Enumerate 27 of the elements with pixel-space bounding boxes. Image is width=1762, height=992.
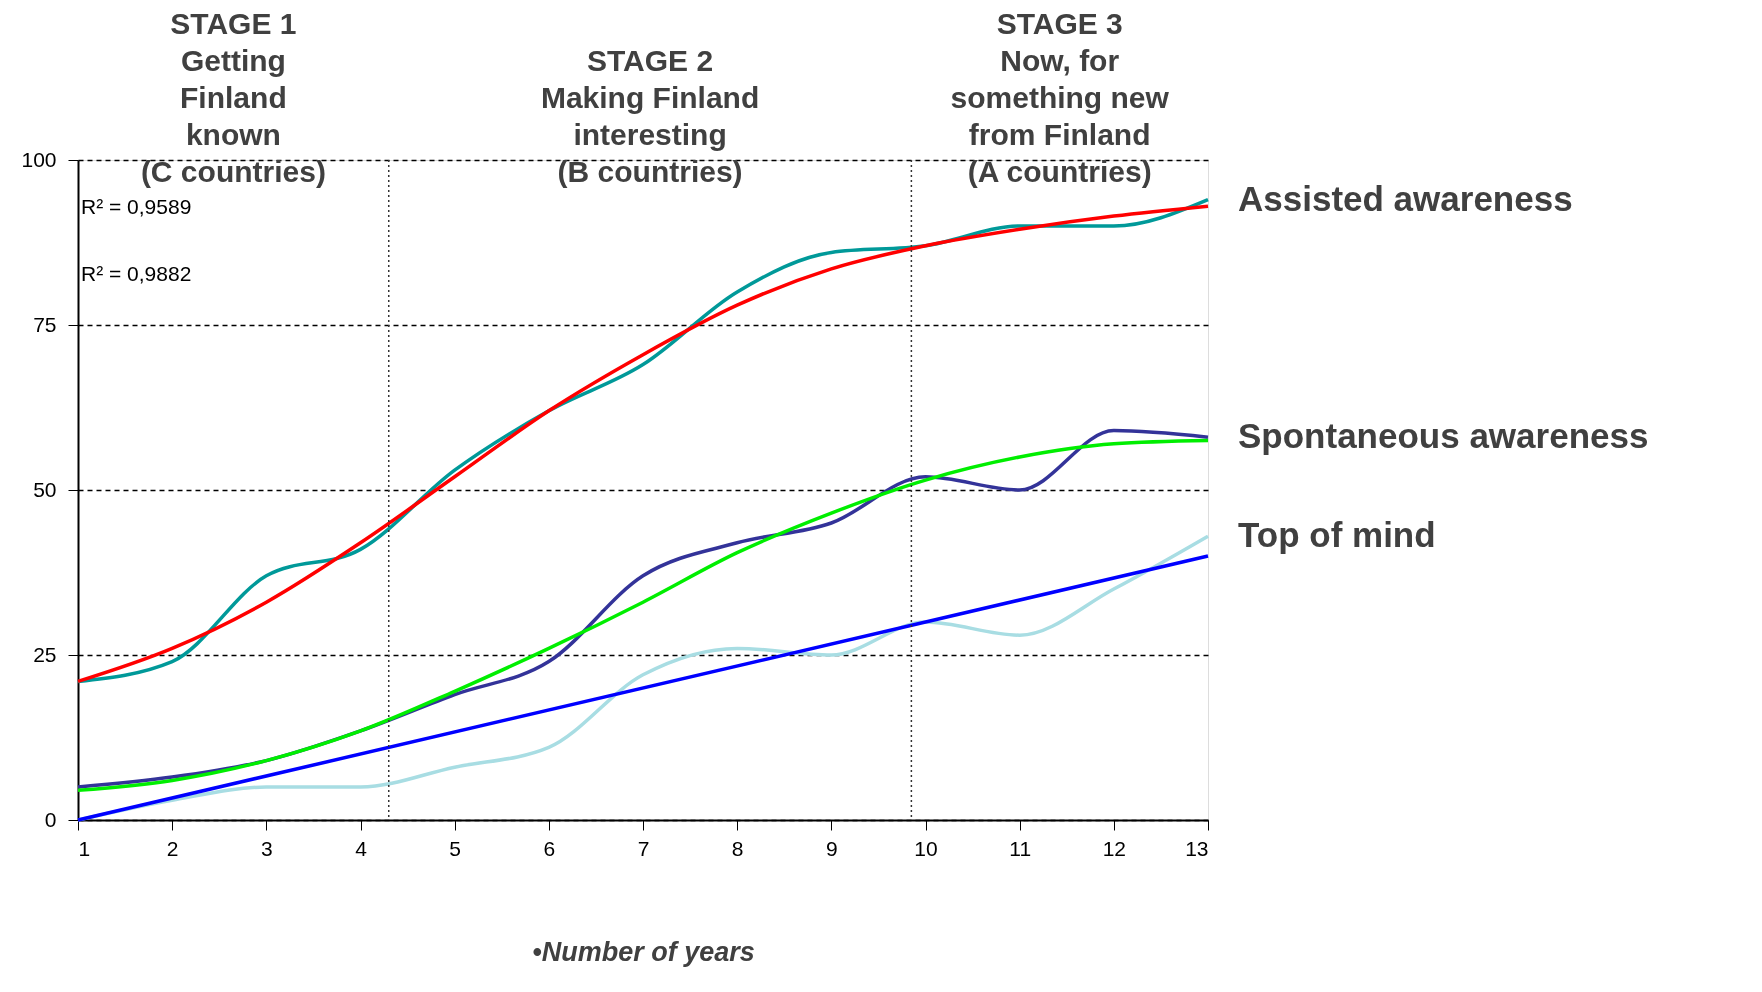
y-tick-label: 100 <box>21 147 57 171</box>
x-tick-label: 11 <box>1009 836 1032 860</box>
x-tick-label: 12 <box>1102 836 1127 860</box>
x-tick-label: 2 <box>166 836 179 860</box>
x-tick-label: 9 <box>825 836 838 860</box>
series-label: Spontaneous awareness <box>1238 416 1649 456</box>
x-tick-label: 3 <box>260 836 273 860</box>
annotation: STAGE 3 Now, for something new from Finland (A countries) <box>950 7 1170 188</box>
x-tick-label: 5 <box>449 836 462 860</box>
x-tick-label: 4 <box>355 836 368 860</box>
x-tick-label: 8 <box>731 836 744 860</box>
annotation: STAGE 2 Making Finland interesting (B countries) <box>540 44 760 188</box>
annotation: STAGE 1 Getting Finland known (C countries) <box>140 7 326 188</box>
annotation: R² = 0,9589 <box>81 195 192 218</box>
annotation: R² = 0,9882 <box>81 262 192 285</box>
y-tick-label: 75 <box>33 312 57 336</box>
x-tick-label: 13 <box>1185 836 1209 860</box>
x-tick-label: 6 <box>543 836 556 860</box>
y-tick-label: 25 <box>33 642 57 666</box>
x-tick-label: 10 <box>914 836 938 860</box>
x-tick-label: 1 <box>78 836 91 860</box>
y-tick-label: 50 <box>33 477 57 501</box>
x-tick-label: 7 <box>637 836 650 860</box>
series-label: Top of mind <box>1238 515 1436 555</box>
y-tick-label: 0 <box>44 807 57 831</box>
series-label: Assisted awareness <box>1238 178 1573 218</box>
x-axis-title: •Number of years <box>532 936 755 967</box>
